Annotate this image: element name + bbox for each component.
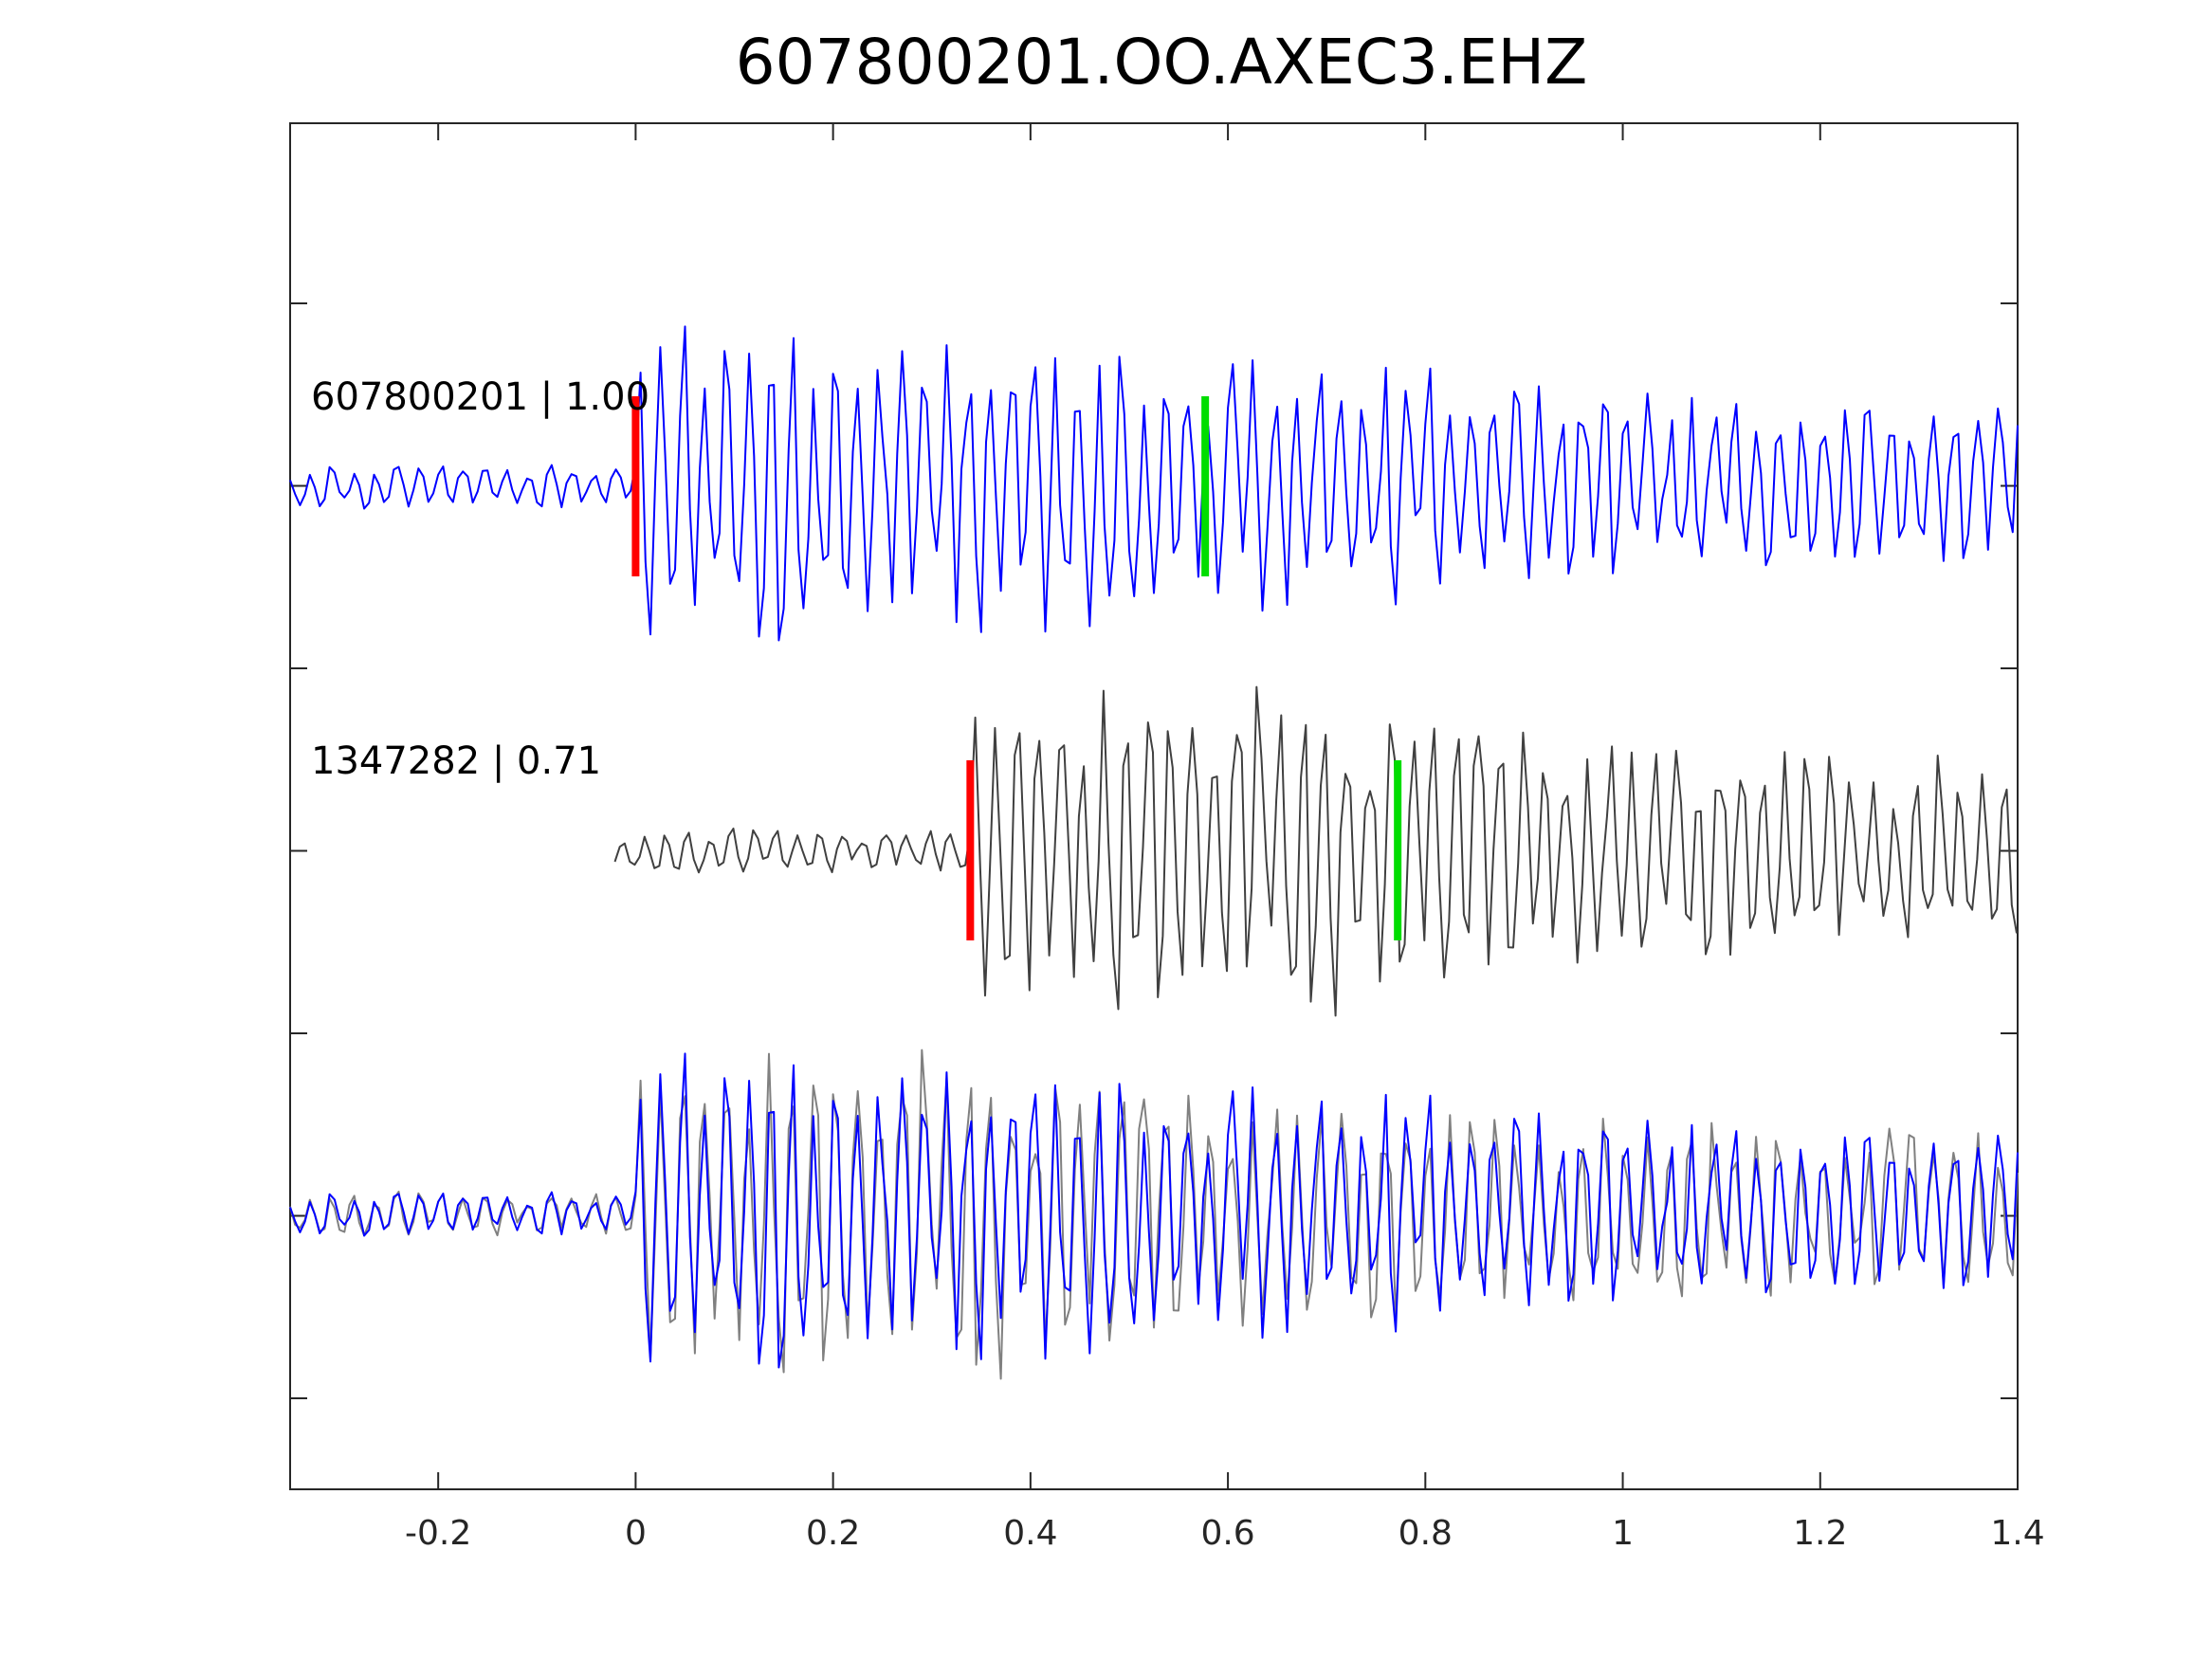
x-tick-label: -0.2 — [405, 1514, 471, 1553]
axes — [289, 122, 2019, 1490]
x-tick-label: 1.4 — [1990, 1514, 2044, 1553]
trace-label: 607800201 | 1.00 — [311, 375, 649, 419]
x-tick-label: 0.4 — [1003, 1514, 1057, 1553]
x-tick-label: 0.6 — [1200, 1514, 1254, 1553]
traces — [289, 325, 2019, 1380]
phase-picks — [631, 396, 1402, 940]
x-tick-label: 0.8 — [1398, 1514, 1453, 1553]
x-axis: -0.2 0 0.2 0.4 0.6 0.8 1 1.2 1.4 — [405, 123, 2045, 1553]
overlay-template — [289, 1052, 2019, 1369]
x-tick-label: 1 — [1612, 1514, 1634, 1553]
trace-labels: 607800201 | 1.00 1347282 | 0.71 — [311, 375, 649, 783]
x-tick-label: 0.2 — [806, 1514, 860, 1553]
chart-title: 607800201.OO.AXEC3.EHZ — [736, 26, 1588, 99]
x-tick-label: 1.2 — [1793, 1514, 1847, 1553]
axes-box — [289, 122, 2019, 1490]
x-tick-label: 0 — [625, 1514, 647, 1553]
trace-template — [289, 325, 2019, 642]
trace-label: 1347282 | 0.71 — [311, 739, 601, 783]
overlay-detection — [289, 1048, 2019, 1380]
trace-detection — [613, 685, 2018, 1017]
